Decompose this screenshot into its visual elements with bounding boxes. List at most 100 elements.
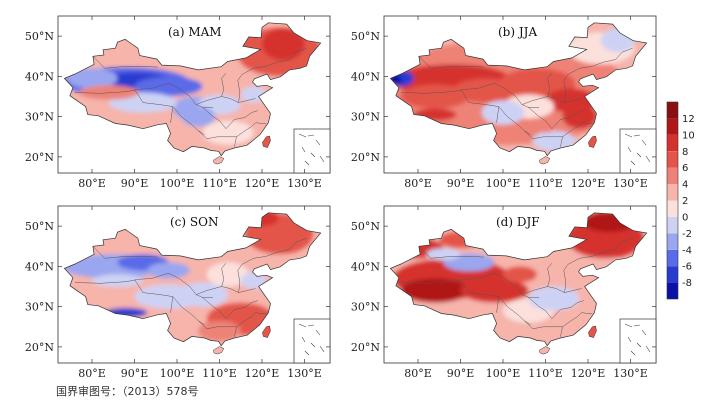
- province-boundary: [92, 246, 158, 259]
- nine-dash-segment: [304, 350, 310, 356]
- x-tick-label: 120°E: [571, 177, 606, 190]
- colorbar-tick-label: 0: [682, 212, 688, 223]
- anomaly-field: [64, 22, 321, 156]
- province-boundary: [528, 107, 553, 129]
- y-tick-label: 50°N: [25, 30, 54, 43]
- anomaly-region: [401, 278, 469, 303]
- hainan-island: [213, 346, 225, 355]
- colorbar-swatch: [667, 266, 678, 283]
- province-boundary: [237, 66, 267, 103]
- anomaly-region: [240, 272, 267, 289]
- province-boundary: [202, 107, 227, 129]
- colorbar-tick-label: 10: [682, 130, 695, 141]
- nine-dash-segment: [310, 152, 316, 158]
- x-tick-label: 80°E: [78, 177, 106, 190]
- nine-dash-segment: [310, 342, 316, 348]
- y-axis-ticks: 50°N 40°N 30°N 20°N: [25, 30, 330, 164]
- taiwan-island: [588, 135, 597, 148]
- colorbar-swatch: [667, 249, 678, 267]
- nine-dash-segment: [641, 139, 647, 146]
- colorbar-swatch: [667, 167, 678, 185]
- x-tick-label: 120°E: [245, 177, 280, 190]
- province-boundary: [418, 246, 484, 259]
- x-tick-label: 120°E: [571, 367, 606, 380]
- y-tick-label: 20°N: [351, 341, 380, 354]
- map-approval-number: 国界审图号：（2013）578号: [56, 385, 199, 398]
- province-boundary: [560, 312, 593, 337]
- y-tick-label: 20°N: [25, 151, 54, 164]
- y-tick-label: 20°N: [351, 151, 380, 164]
- province-boundary: [524, 130, 563, 140]
- province-boundary: [528, 297, 553, 319]
- nine-dash-segment: [301, 146, 306, 153]
- inset-frame: [619, 128, 657, 174]
- anomaly-region: [481, 100, 525, 125]
- colorbar-tick-label: 8: [682, 147, 688, 158]
- colorbar-swatch: [667, 282, 678, 299]
- south-china-sea-inset: [619, 128, 657, 174]
- x-tick-label: 80°E: [78, 367, 106, 380]
- province-boundary: [92, 56, 158, 69]
- anomaly-region: [503, 266, 537, 283]
- inset-frame: [619, 318, 657, 364]
- y-tick-label: 30°N: [351, 301, 380, 314]
- y-tick-label: 50°N: [351, 30, 380, 43]
- province-boundary: [134, 89, 174, 123]
- province-boundary: [172, 296, 205, 326]
- nine-dash-segment: [624, 133, 633, 138]
- inset-frame: [293, 128, 331, 174]
- nine-dash-segment: [315, 329, 321, 336]
- colorbar-swatches: [667, 102, 678, 299]
- colorbar-swatch: [667, 216, 678, 234]
- province-boundary: [560, 122, 593, 147]
- province-boundary: [418, 56, 484, 69]
- province-boundary: [494, 272, 540, 299]
- province-boundary: [198, 320, 237, 330]
- china-map: [63, 212, 322, 355]
- panel-mam: (a) MAM 80°E 90°E 100°E 110°E 120°E 130°E 50°…: [25, 15, 331, 190]
- y-axis-ticks: 50°N 40°N 30°N 20°N: [351, 220, 656, 354]
- province-boundary: [494, 82, 540, 109]
- nine-dash-segment: [627, 146, 632, 153]
- colorbar-tick-label: -4: [682, 245, 692, 256]
- colorbar-labels: 12 10 8 6 4 2 0 -2 -4 -6 -8: [682, 114, 695, 289]
- x-tick-label: 120°E: [245, 367, 280, 380]
- nine-dash-segment: [319, 155, 325, 163]
- province-boundary: [225, 300, 258, 319]
- nine-dash-segment: [636, 342, 642, 348]
- province-boundary: [522, 263, 553, 295]
- panel-title: (d) DJF: [496, 215, 540, 229]
- anomaly-region: [134, 76, 203, 97]
- x-axis-ticks: 80°E 90°E 100°E 110°E 120°E 130°E: [404, 206, 648, 380]
- nine-dash-segment: [315, 139, 321, 146]
- x-tick-label: 110°E: [202, 177, 237, 190]
- panel-title: (c) SON: [170, 215, 218, 229]
- colorbar-swatch: [667, 184, 678, 201]
- colorbar-swatch: [667, 102, 678, 119]
- panel-jja: (b) JJA 80°E 90°E 100°E 110°E 120°E 130°E 50°…: [351, 15, 657, 190]
- x-tick-label: 100°E: [486, 177, 521, 190]
- national-boundary: [389, 22, 648, 157]
- province-boundary: [237, 256, 267, 293]
- province-boundary: [196, 73, 227, 105]
- province-boundary: [592, 237, 633, 257]
- province-boundary: [198, 130, 237, 140]
- anomaly-region: [92, 274, 143, 287]
- colorbar-swatch: [667, 233, 678, 250]
- province-boundary: [172, 106, 205, 136]
- panel-djf: (d) DJF 80°E 90°E 100°E 110°E 120°E 130°E 50°…: [351, 205, 657, 380]
- nine-dash-segment: [630, 160, 636, 166]
- colorbar-frame: [666, 101, 679, 300]
- y-tick-label: 50°N: [351, 220, 380, 233]
- province-boundary: [168, 272, 214, 299]
- province-boundary: [74, 272, 169, 284]
- y-tick-label: 40°N: [25, 70, 54, 83]
- province-boundary: [168, 82, 214, 109]
- anomaly-region: [562, 104, 597, 129]
- province-boundary: [460, 279, 500, 313]
- x-tick-label: 90°E: [447, 177, 475, 190]
- province-boundary: [234, 312, 267, 337]
- province-boundary: [524, 320, 563, 330]
- taiwan-island: [262, 135, 271, 148]
- colorbar-tick-label: 4: [682, 180, 688, 191]
